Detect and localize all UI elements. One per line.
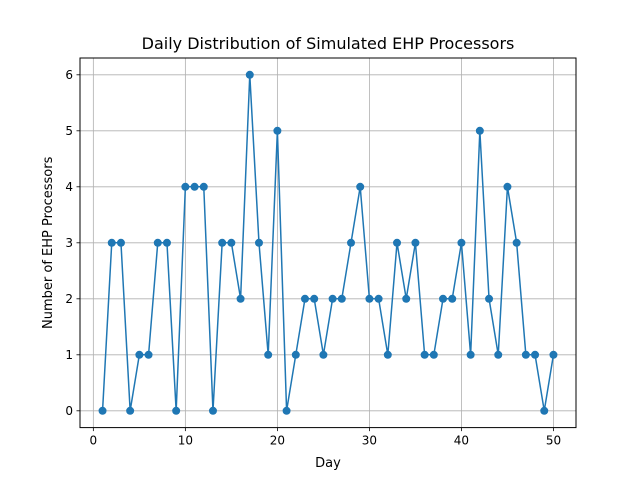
data-point (485, 294, 494, 303)
data-point (282, 406, 291, 415)
data-point (254, 238, 263, 247)
data-point (328, 294, 337, 303)
data-point (245, 70, 254, 79)
data-point (218, 238, 227, 247)
y-tick-label: 6 (65, 68, 73, 82)
y-axis-label: Number of EHP Processors (41, 156, 56, 329)
data-point (310, 294, 319, 303)
data-point (273, 126, 282, 135)
data-point (199, 182, 208, 191)
x-tick-label: 30 (362, 434, 377, 448)
x-axis-label: Day (315, 456, 341, 471)
data-point (116, 238, 125, 247)
data-point (190, 182, 199, 191)
y-tick-label: 1 (65, 348, 73, 362)
data-point (402, 294, 411, 303)
data-point (429, 350, 438, 359)
data-point (319, 350, 328, 359)
data-point (383, 350, 392, 359)
data-point (457, 238, 466, 247)
data-point (512, 238, 521, 247)
chart-title: Daily Distribution of Simulated EHP Proc… (142, 34, 515, 53)
data-point (208, 406, 217, 415)
data-point (181, 182, 190, 191)
data-point (135, 350, 144, 359)
data-point (411, 238, 420, 247)
data-point (264, 350, 273, 359)
y-tick-label: 0 (65, 404, 73, 418)
data-point (466, 350, 475, 359)
data-point (549, 350, 558, 359)
y-axis: 0 1 2 3 4 5 6 (65, 68, 80, 418)
data-point (107, 238, 116, 247)
series-layer (98, 70, 558, 415)
data-point (162, 238, 171, 247)
x-tick-label: 20 (270, 434, 285, 448)
data-point (420, 350, 429, 359)
grid-lines (80, 58, 576, 428)
data-point (236, 294, 245, 303)
data-point (374, 294, 383, 303)
data-point (300, 294, 309, 303)
data-point (531, 350, 540, 359)
data-point (475, 126, 484, 135)
data-point (153, 238, 162, 247)
x-tick-label: 50 (546, 434, 561, 448)
data-point (521, 350, 530, 359)
data-point (494, 350, 503, 359)
data-point (98, 406, 107, 415)
data-point (439, 294, 448, 303)
y-tick-label: 5 (65, 124, 73, 138)
x-axis: 0 10 20 30 40 50 (90, 427, 561, 448)
data-point (227, 238, 236, 247)
data-point (540, 406, 549, 415)
data-point (291, 350, 300, 359)
data-point (365, 294, 374, 303)
data-point (337, 294, 346, 303)
data-point (448, 294, 457, 303)
y-tick-label: 2 (65, 292, 73, 306)
data-point (172, 406, 181, 415)
data-point (356, 182, 365, 191)
data-point (347, 238, 356, 247)
data-point (126, 406, 135, 415)
y-tick-label: 3 (65, 236, 73, 250)
y-tick-label: 4 (65, 180, 73, 194)
x-tick-label: 10 (178, 434, 193, 448)
x-tick-label: 0 (90, 434, 98, 448)
data-point (144, 350, 153, 359)
data-point (503, 182, 512, 191)
x-tick-label: 40 (454, 434, 469, 448)
series-line (101, 74, 555, 412)
data-point (393, 238, 402, 247)
